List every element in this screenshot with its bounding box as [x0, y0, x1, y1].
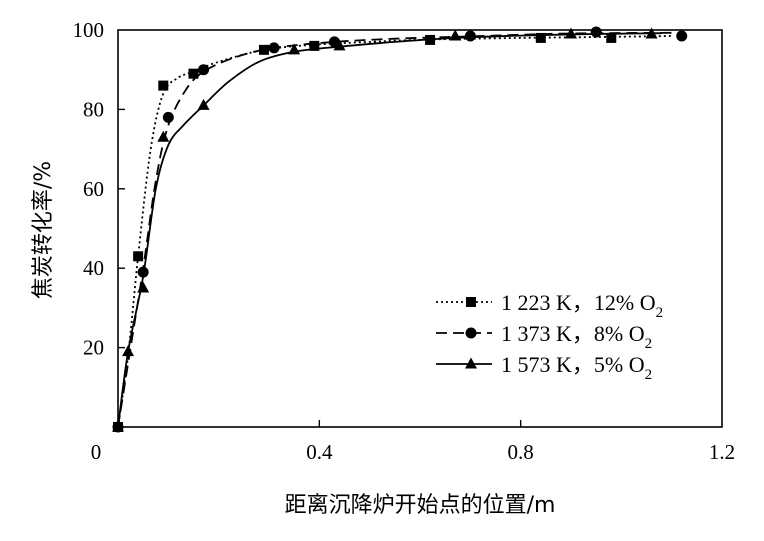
data-point-1573k — [449, 29, 462, 41]
y-tick-label: 80 — [83, 97, 104, 121]
data-point-1223k — [309, 40, 320, 51]
series-line-1223k — [117, 35, 672, 428]
x-tick-label: 0.8 — [508, 440, 534, 464]
legend-marker — [465, 357, 477, 369]
legend-label: 1 223 K，12% O2 — [501, 290, 663, 321]
y-axis-title: 焦炭转化率/% — [31, 161, 56, 299]
legend-label: 1 573 K，5% O2 — [501, 352, 652, 383]
plot-area — [117, 29, 723, 428]
x-tick-label: 1.2 — [709, 440, 735, 464]
data-point-1373k — [137, 266, 149, 278]
data-point-1373k — [198, 64, 210, 76]
data-point-1223k — [158, 80, 169, 91]
x-tick-label: 0.4 — [306, 440, 333, 464]
series-line-1373k — [117, 31, 682, 428]
data-point-1373k — [464, 30, 476, 42]
data-point-1573k — [157, 130, 170, 142]
data-point-1373k — [676, 30, 688, 42]
data-point-1223k — [535, 32, 546, 43]
series-markers — [112, 26, 688, 433]
data-point-1223k — [133, 251, 144, 262]
data-point-1373k — [162, 111, 174, 123]
legend-item-1373k: 1 373 K，8% O2 — [436, 321, 652, 352]
series-curves — [117, 31, 682, 428]
data-point-1223k — [425, 34, 436, 45]
legend-item-1223k: 1 223 K，12% O2 — [436, 290, 663, 321]
legend-marker — [465, 327, 477, 339]
y-tick-label: 20 — [83, 336, 104, 360]
data-point-1573k — [333, 39, 346, 51]
y-tick-label: 60 — [83, 177, 104, 201]
legend: 1 223 K，12% O21 373 K，8% O21 573 K，5% O2 — [436, 290, 663, 383]
data-point-1573k — [288, 43, 301, 55]
plot-frame — [117, 29, 723, 428]
x-axis-title: 距离沉降炉开始点的位置/m — [285, 493, 556, 518]
data-point-1573k — [645, 27, 658, 39]
data-point-1573k — [197, 98, 210, 110]
data-point-1373k — [268, 42, 280, 54]
series-line-1573k — [117, 32, 662, 428]
data-point-1223k — [258, 44, 269, 55]
data-point-1573k — [137, 281, 150, 293]
y-tick-label: 100 — [73, 18, 105, 42]
data-point-1573k — [122, 345, 135, 357]
x-tick-label: 0 — [91, 440, 102, 464]
legend-item-1573k: 1 573 K，5% O2 — [436, 352, 652, 383]
legend-label: 1 373 K，8% O2 — [501, 321, 652, 352]
y-tick-label: 40 — [83, 256, 104, 280]
axis-ticks: 0 0.4 0.8 1.2 20 40 60 80 100 — [73, 18, 736, 464]
data-point-1373k — [590, 26, 602, 38]
data-point-1223k — [606, 32, 617, 43]
legend-marker — [466, 297, 476, 307]
data-point-1573k — [112, 420, 124, 432]
data-point-1573k — [565, 27, 577, 39]
data-point-1223k — [188, 68, 199, 79]
